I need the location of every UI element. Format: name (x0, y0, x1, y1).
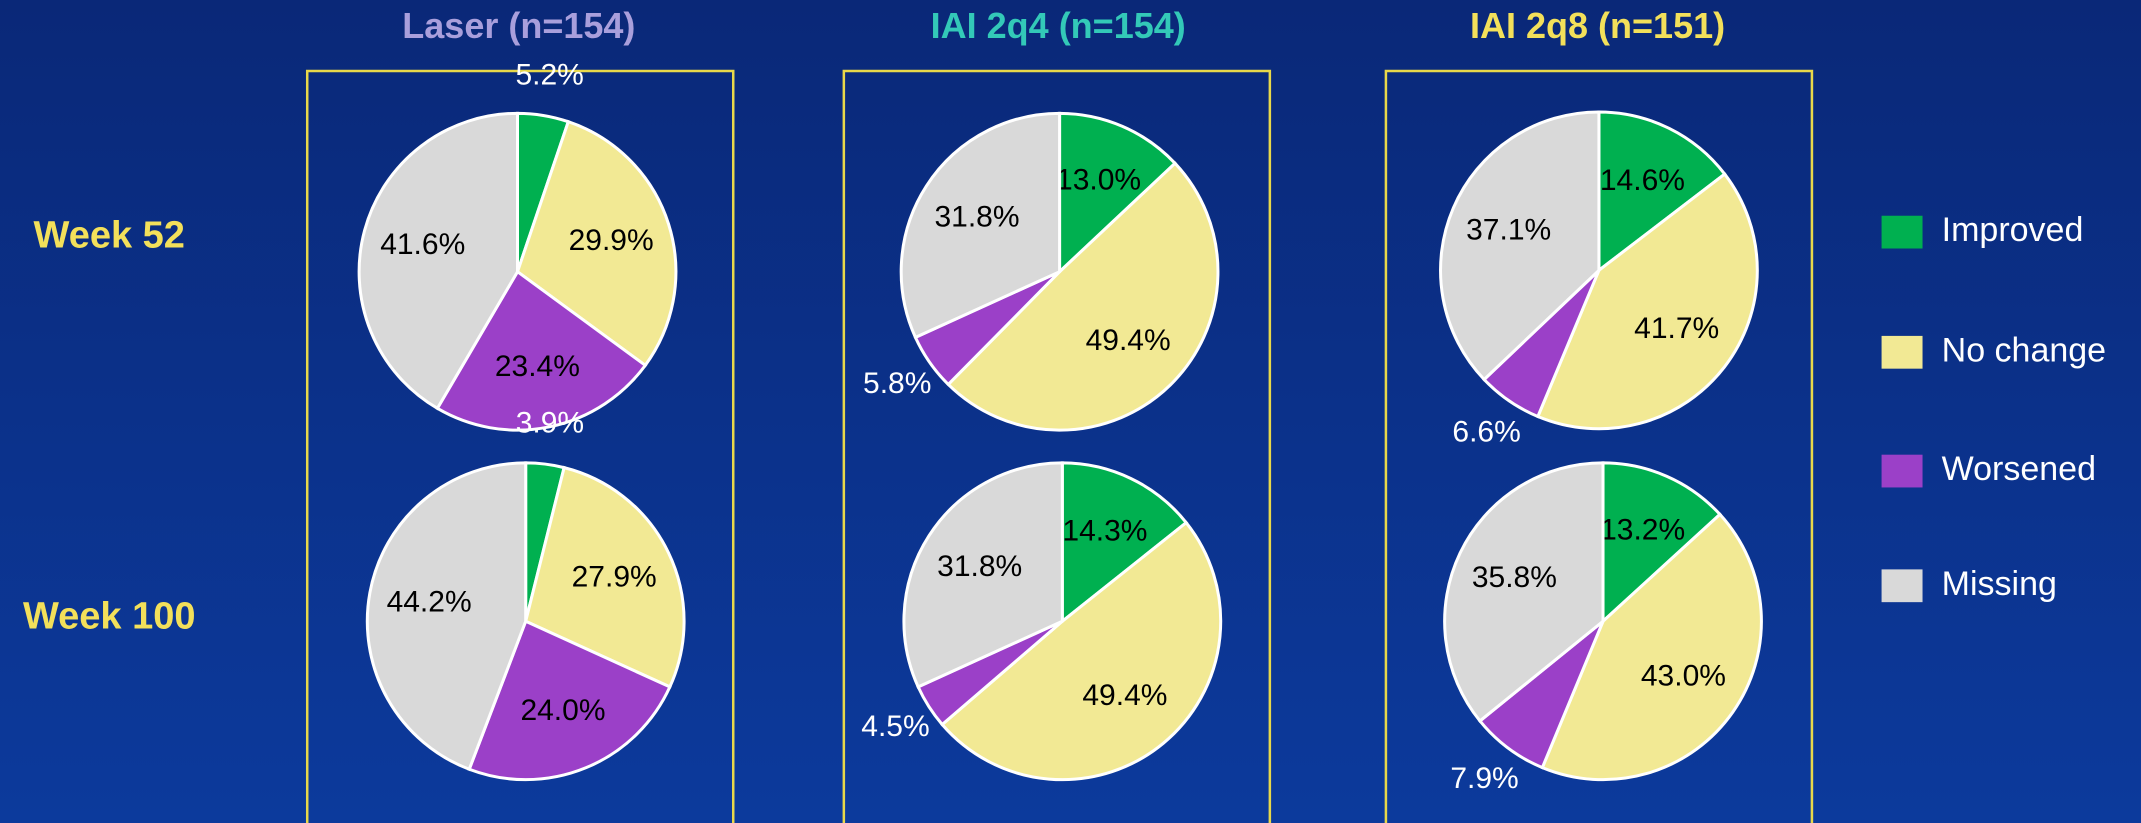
data-label: 14.3% (1062, 515, 1147, 548)
data-label: 5.2% (515, 58, 583, 91)
pie-slice (1540, 512, 1763, 782)
pie-slice (1601, 461, 1723, 625)
data-label: 7.9% (1450, 762, 1518, 795)
panel-frame (305, 69, 735, 823)
row-label: Week 52 (34, 215, 185, 257)
pie-slice (940, 520, 1223, 782)
legend-label: Worsened (1942, 450, 2096, 488)
data-label: 49.4% (1082, 679, 1167, 712)
column-title: Laser (n=154) (402, 5, 635, 46)
data-label: 3.9% (516, 407, 584, 440)
legend-swatch (1881, 454, 1923, 488)
pie-slice (435, 269, 648, 432)
data-label: 13.0% (1056, 164, 1141, 197)
pie-slice (1597, 110, 1727, 274)
pie-slice (523, 465, 686, 689)
data-label: 6.6% (1452, 415, 1520, 448)
data-label: 23.4% (495, 350, 580, 383)
pie-slice (467, 619, 672, 782)
data-label: 14.6% (1600, 164, 1685, 197)
legend-label: Improved (1942, 211, 2084, 249)
legend-label: No change (1942, 331, 2106, 369)
row-label: Week 100 (23, 596, 196, 638)
pie-slice (1058, 111, 1178, 276)
pie-slice (357, 111, 519, 411)
pie-slice (946, 161, 1220, 432)
data-label: 35.8% (1472, 561, 1557, 594)
pie-slice (515, 119, 678, 368)
column-title: IAI 2q4 (n=154) (931, 5, 1186, 46)
data-label: 44.2% (387, 585, 472, 618)
pie-slice (1439, 110, 1601, 382)
data-label: 31.8% (934, 201, 1019, 234)
data-label: 4.5% (861, 710, 929, 743)
legend-swatch (1881, 215, 1923, 249)
data-label: 41.6% (380, 228, 465, 261)
data-label: 43.0% (1641, 660, 1726, 693)
pie-slice (1535, 171, 1759, 431)
panel-frame (1384, 69, 1814, 823)
legend-label: Missing (1942, 565, 2057, 603)
column-title: IAI 2q8 (n=151) (1470, 5, 1725, 46)
data-label: 49.4% (1086, 324, 1171, 357)
data-label: 5.8% (863, 367, 931, 400)
data-label: 24.0% (520, 694, 605, 727)
data-label: 37.1% (1466, 214, 1551, 247)
pie-slice (902, 461, 1064, 689)
pie-slice (899, 111, 1062, 340)
pie-slice (365, 461, 528, 772)
data-label: 29.9% (569, 224, 654, 257)
data-label: 27.9% (572, 561, 657, 594)
data-label: 41.7% (1634, 312, 1719, 345)
legend-swatch (1881, 335, 1923, 369)
pie-slice (1443, 461, 1605, 724)
data-label: 13.2% (1600, 513, 1685, 546)
panel-frame (842, 69, 1272, 823)
legend-swatch (1881, 569, 1923, 603)
data-label: 31.8% (937, 550, 1022, 583)
pie-slice (1060, 461, 1189, 625)
